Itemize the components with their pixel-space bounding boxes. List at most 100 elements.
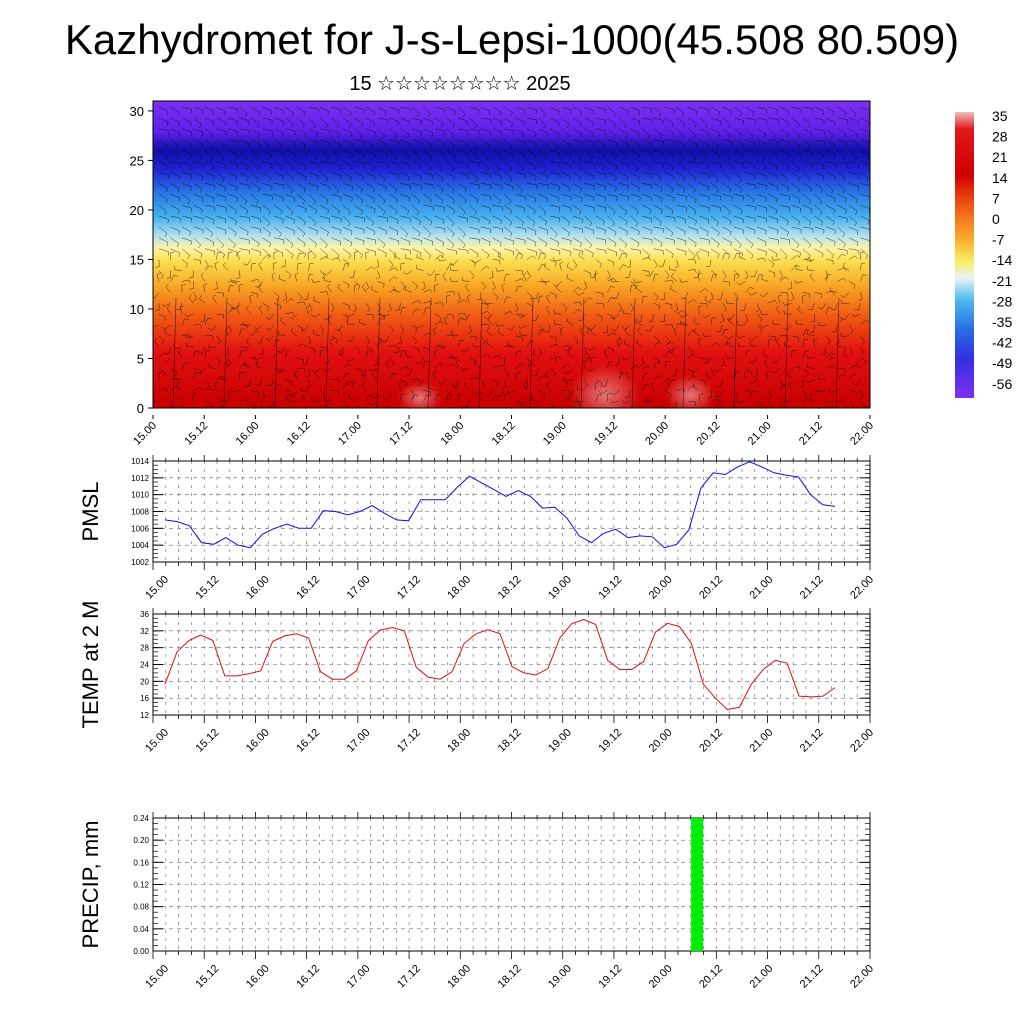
precip-panel: 0.00 0.04 0.08 0.12 0.16 0.20 0.24 PRECIP, mm 15…: [78, 812, 876, 991]
y-tick-label: 0.24: [133, 814, 149, 823]
colorbar-label: 35: [992, 108, 1008, 124]
x-tick-label: 17.12: [387, 420, 415, 448]
y-axis-label: PRECIP, mm: [78, 821, 103, 949]
wind-barbs-layer: [153, 106, 870, 408]
x-tick-label: 20.12: [697, 574, 725, 602]
x-tick-label: 18.12: [490, 420, 518, 448]
x-tick-label: 18.00: [445, 963, 473, 991]
x-tick-label: 19.00: [546, 574, 574, 602]
x-tick-label: 19.12: [596, 727, 624, 755]
x-tick-label: 17.12: [395, 727, 423, 755]
y-tick-label: 28: [140, 644, 149, 653]
colorbar-label: -56: [992, 376, 1012, 392]
x-tick-label: 17.00: [345, 727, 373, 755]
x-tick-label: 15.12: [182, 420, 210, 448]
chart-subtitle: 15 ☆☆☆☆☆☆☆☆ 2025: [349, 73, 571, 95]
x-tick-label: 18.00: [445, 727, 473, 755]
y-tick-label: 0.16: [133, 858, 149, 867]
y-tick-label: 1012: [131, 474, 149, 483]
x-tick-label: 19.12: [596, 574, 624, 602]
y-tick-label: 0.04: [133, 925, 149, 934]
plot-frame: [152, 817, 871, 952]
x-tick-label: 15.00: [143, 574, 171, 602]
colorbar-label: -14: [992, 252, 1012, 268]
colorbar-label: -49: [992, 355, 1012, 371]
y-tick-label: 32: [140, 627, 149, 636]
x-tick-label: 17.00: [345, 574, 373, 602]
x-tick-label: 15.12: [194, 727, 222, 755]
temp-panel: 12 16 20 24 28 32 36 TEMP at 2 M 15.00 15.12 16.00…: [78, 601, 876, 755]
x-tick-label: 16.12: [294, 574, 322, 602]
x-tick-label: 21.12: [797, 420, 825, 448]
pmsl-panel: 1002 1004 1006 1008 1010 1012 1014 PMSL 15.00 15.…: [78, 455, 876, 602]
plot-frame: [152, 613, 871, 716]
x-tick-label: 15.12: [194, 574, 222, 602]
colorbar-scale: [955, 112, 974, 398]
cross-section-panel: 0 5 10 15 20 25 30 15.00 15.12 16.00 16.12 17.00 17.…: [130, 100, 876, 448]
y-tick-label: 0.20: [133, 836, 149, 845]
y-tick-label: 1004: [131, 541, 149, 550]
x-tick-label: 18.12: [496, 963, 524, 991]
x-tick-label: 17.12: [395, 574, 423, 602]
warm-spot: [665, 375, 715, 408]
y-tick-label: 0.12: [133, 881, 149, 890]
x-tick-label: 19.12: [596, 963, 624, 991]
y-tick-label: 16: [140, 694, 149, 703]
colorbar-label: 14: [992, 170, 1008, 186]
y-tick-label: 24: [140, 661, 149, 670]
x-tick-label: 21.00: [747, 574, 775, 602]
x-tick-label: 21.12: [798, 574, 826, 602]
y-tick-label: 20: [130, 203, 144, 218]
series-line: [164, 618, 836, 711]
y-tick-label: 15: [130, 252, 144, 267]
x-tick-label: 16.12: [285, 420, 313, 448]
y-tick-label: 10: [130, 302, 144, 317]
chart-title: Kazhydromet for J-s-Lepsi-1000(45.508 80…: [64, 16, 960, 63]
x-tick-label: 21.12: [798, 727, 826, 755]
y-tick-label: 12: [140, 711, 149, 720]
x-tick-label: 21.00: [747, 963, 775, 991]
x-tick-label: 19.12: [592, 420, 620, 448]
y-tick-label: 20: [140, 677, 149, 686]
x-tick-label: 19.00: [541, 420, 569, 448]
y-tick-label: 1002: [131, 558, 149, 567]
x-tick-label: 16.00: [244, 963, 272, 991]
colorbar-label: 0: [992, 211, 1000, 227]
y-axis-label: TEMP at 2 M: [78, 601, 103, 729]
y-tick-label: 5: [137, 351, 144, 366]
colorbar-label: -35: [992, 314, 1012, 330]
colorbar-label: 21: [992, 149, 1008, 165]
x-tick-label: 21.12: [798, 963, 826, 991]
x-tick-label: 22.00: [848, 727, 876, 755]
x-tick-label: 20.12: [697, 727, 725, 755]
x-tick-label: 16.12: [294, 727, 322, 755]
x-tick-label: 16.00: [244, 574, 272, 602]
y-tick-label: 1014: [131, 457, 149, 466]
colorbar-label: -42: [992, 335, 1012, 351]
y-tick-label: 0.00: [133, 947, 149, 956]
x-tick-label: 15.00: [143, 727, 171, 755]
y-tick-label: 0.08: [133, 903, 149, 912]
x-tick-label: 20.00: [647, 963, 675, 991]
colorbar-label: -28: [992, 293, 1012, 309]
x-tick-label: 18.12: [496, 727, 524, 755]
warm-spot: [398, 382, 442, 408]
colorbar: 35 28 21 14 7 0 -7 -14 -21 -28 -35 -42 -49 -56: [955, 108, 1012, 398]
warm-spot: [570, 365, 640, 408]
y-tick-label: 30: [130, 104, 144, 119]
y-tick-label: 1010: [131, 491, 149, 500]
x-tick-label: 16.00: [234, 420, 262, 448]
x-tick-label: 15.00: [143, 963, 171, 991]
x-tick-label: 16.12: [294, 963, 322, 991]
cross-section-field: [153, 101, 870, 408]
x-tick-label: 20.00: [647, 727, 675, 755]
y-tick-label: 1006: [131, 524, 149, 533]
x-tick-label: 20.12: [697, 963, 725, 991]
y-tick-label: 1008: [131, 508, 149, 517]
x-tick-label: 20.12: [695, 420, 723, 448]
x-tick-label: 18.00: [445, 574, 473, 602]
x-tick-label: 22.00: [848, 420, 876, 448]
x-tick-label: 21.00: [747, 727, 775, 755]
x-tick-label: 22.00: [848, 574, 876, 602]
